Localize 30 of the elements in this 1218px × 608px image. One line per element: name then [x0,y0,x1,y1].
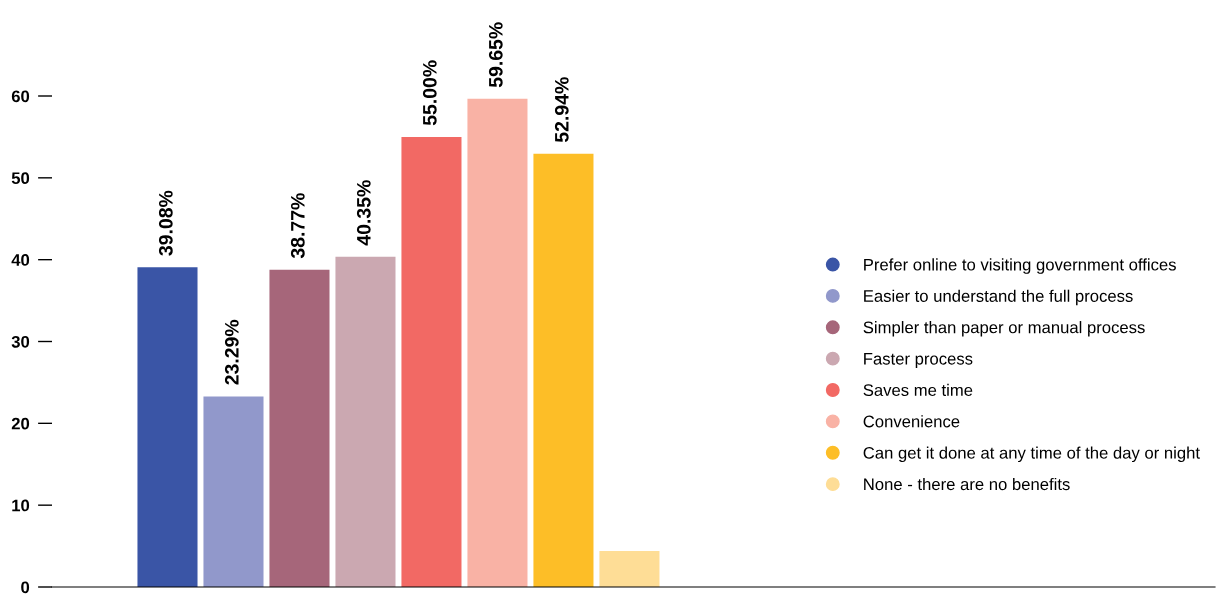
bar [335,256,396,587]
y-tick-label: 30 [11,335,30,348]
legend-label: Simpler than paper or manual process [863,321,1145,337]
data-label: 55.00% [422,60,437,126]
legend-label: None - there are no benefits [864,477,1070,491]
legend-label: Prefer online to visiting government offices [864,258,1176,274]
y-tick-label: 0 [21,581,30,594]
y-tick-label: 40 [11,254,30,266]
legend-label: Easier to understand the full process [864,289,1133,306]
bar [599,550,660,587]
data-label: 39.08% [158,190,173,256]
data-label: 59.65% [488,22,503,88]
y-tick-label: 10 [12,499,30,512]
data-label: 40.35% [356,180,371,246]
data-label: 38.77% [290,193,305,259]
data-label: 52.94% [554,77,569,143]
y-tick-label: 20 [11,417,30,430]
bar [269,269,330,587]
bar [467,98,528,587]
legend-label: Faster process [864,353,973,368]
legend-label: Can get it done at any time of the day or night [863,446,1200,463]
bar [401,136,462,587]
y-tick-label: 60 [11,90,30,103]
bar [533,153,594,587]
data-label: 23.29% [224,319,239,385]
bar [203,396,264,587]
bar [137,267,198,587]
legend-label: Saves me time [863,383,973,397]
y-tick-label: 50 [11,172,30,185]
legend-label: Convenience [863,415,960,428]
